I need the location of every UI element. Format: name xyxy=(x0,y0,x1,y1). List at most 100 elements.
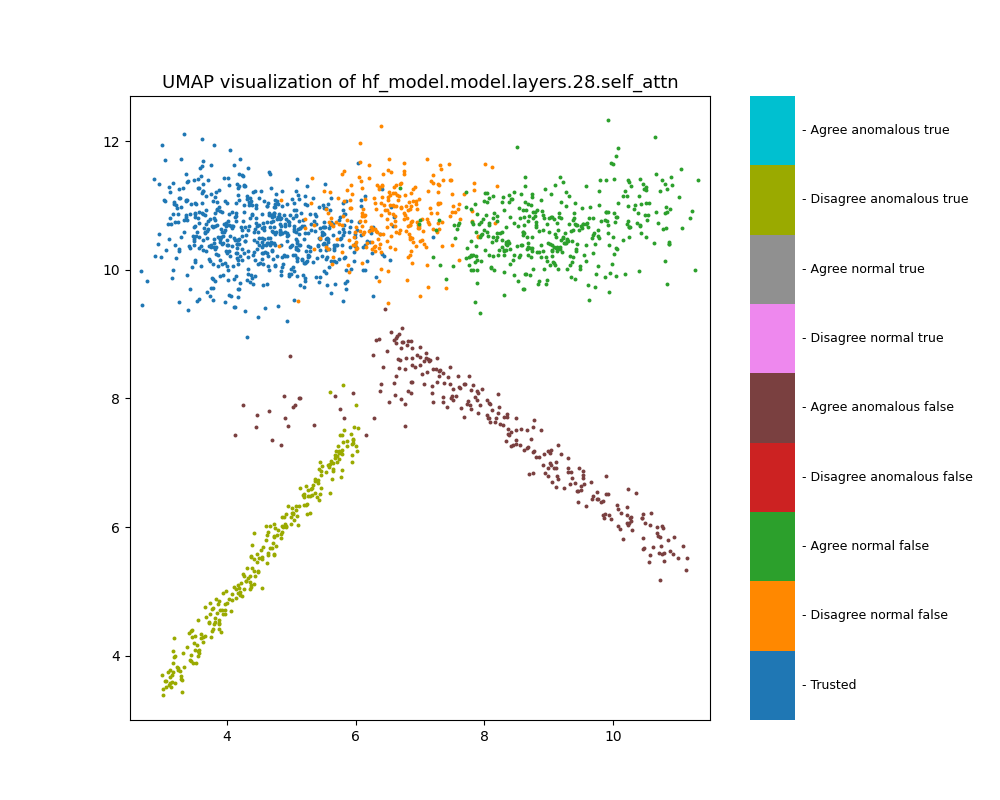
Point xyxy=(201,616,217,629)
Point xyxy=(320,459,336,472)
Point xyxy=(393,393,409,406)
Point xyxy=(336,165,352,178)
Point xyxy=(162,670,178,683)
Point xyxy=(371,333,387,346)
Point xyxy=(212,254,228,266)
Point xyxy=(366,412,382,425)
Point xyxy=(515,229,531,242)
Point xyxy=(325,457,341,470)
Point xyxy=(595,509,611,522)
Point xyxy=(193,240,209,253)
Point xyxy=(187,220,203,233)
Point xyxy=(331,225,347,238)
Point xyxy=(291,499,307,512)
Point xyxy=(392,223,408,236)
Point xyxy=(544,238,560,251)
Point xyxy=(412,290,428,303)
Point xyxy=(198,190,214,202)
Point xyxy=(418,241,434,254)
Point xyxy=(508,434,524,446)
Point xyxy=(450,370,466,382)
Point xyxy=(227,429,243,442)
Point xyxy=(289,270,305,282)
Point xyxy=(391,190,407,202)
Point xyxy=(150,238,166,250)
Point xyxy=(402,202,418,215)
Point xyxy=(357,264,373,277)
Point xyxy=(241,196,257,209)
Point xyxy=(524,190,540,203)
Point xyxy=(296,488,312,501)
Point xyxy=(322,487,338,500)
Point xyxy=(163,218,179,230)
Point xyxy=(468,250,484,262)
Point xyxy=(205,273,221,286)
Point xyxy=(331,444,347,457)
Point xyxy=(262,167,278,180)
Point xyxy=(467,390,483,403)
Point xyxy=(233,577,249,590)
Point xyxy=(404,342,420,354)
Point xyxy=(570,496,586,509)
Point xyxy=(659,206,675,218)
Point xyxy=(167,216,183,229)
Point xyxy=(286,223,302,236)
Point xyxy=(472,398,488,411)
Point xyxy=(515,204,531,217)
Point xyxy=(251,192,267,205)
Point xyxy=(430,197,446,210)
Point xyxy=(557,237,573,250)
Point xyxy=(533,238,549,251)
Point xyxy=(187,208,203,221)
Point xyxy=(442,360,458,373)
Point xyxy=(217,603,233,616)
Point xyxy=(357,238,373,251)
Point xyxy=(458,251,474,264)
Point xyxy=(657,178,673,190)
Point xyxy=(547,179,563,192)
Point xyxy=(338,263,354,276)
Point xyxy=(576,249,592,262)
Point xyxy=(276,209,292,222)
Point xyxy=(424,387,440,400)
Point xyxy=(197,226,213,239)
Point xyxy=(635,532,651,545)
Point xyxy=(529,246,545,259)
Point xyxy=(255,278,271,291)
Point xyxy=(262,238,278,251)
Point xyxy=(386,199,402,212)
Point xyxy=(237,234,253,247)
Point xyxy=(321,215,337,228)
Point xyxy=(407,361,423,374)
Point xyxy=(269,528,285,541)
Point xyxy=(174,686,190,698)
Point xyxy=(390,353,406,366)
Point xyxy=(187,253,203,266)
Point xyxy=(342,240,358,253)
Point xyxy=(187,210,203,223)
Point xyxy=(369,226,385,238)
Point xyxy=(523,433,539,446)
Point xyxy=(302,507,318,520)
Point xyxy=(229,241,245,254)
Point xyxy=(524,245,540,258)
Point xyxy=(335,197,351,210)
Point xyxy=(338,194,354,207)
Point xyxy=(199,224,215,237)
Point xyxy=(573,479,589,492)
Point xyxy=(419,152,435,165)
Point xyxy=(400,385,416,398)
Point xyxy=(469,254,485,266)
Point xyxy=(536,262,552,275)
Point xyxy=(240,250,256,263)
Point xyxy=(613,507,629,520)
Point xyxy=(443,174,459,186)
Point xyxy=(311,494,327,506)
Point xyxy=(593,214,609,227)
Point xyxy=(496,243,512,256)
Point xyxy=(321,242,337,255)
Point xyxy=(189,639,205,652)
Point xyxy=(488,234,504,246)
Point xyxy=(445,199,461,212)
Point xyxy=(266,221,282,234)
